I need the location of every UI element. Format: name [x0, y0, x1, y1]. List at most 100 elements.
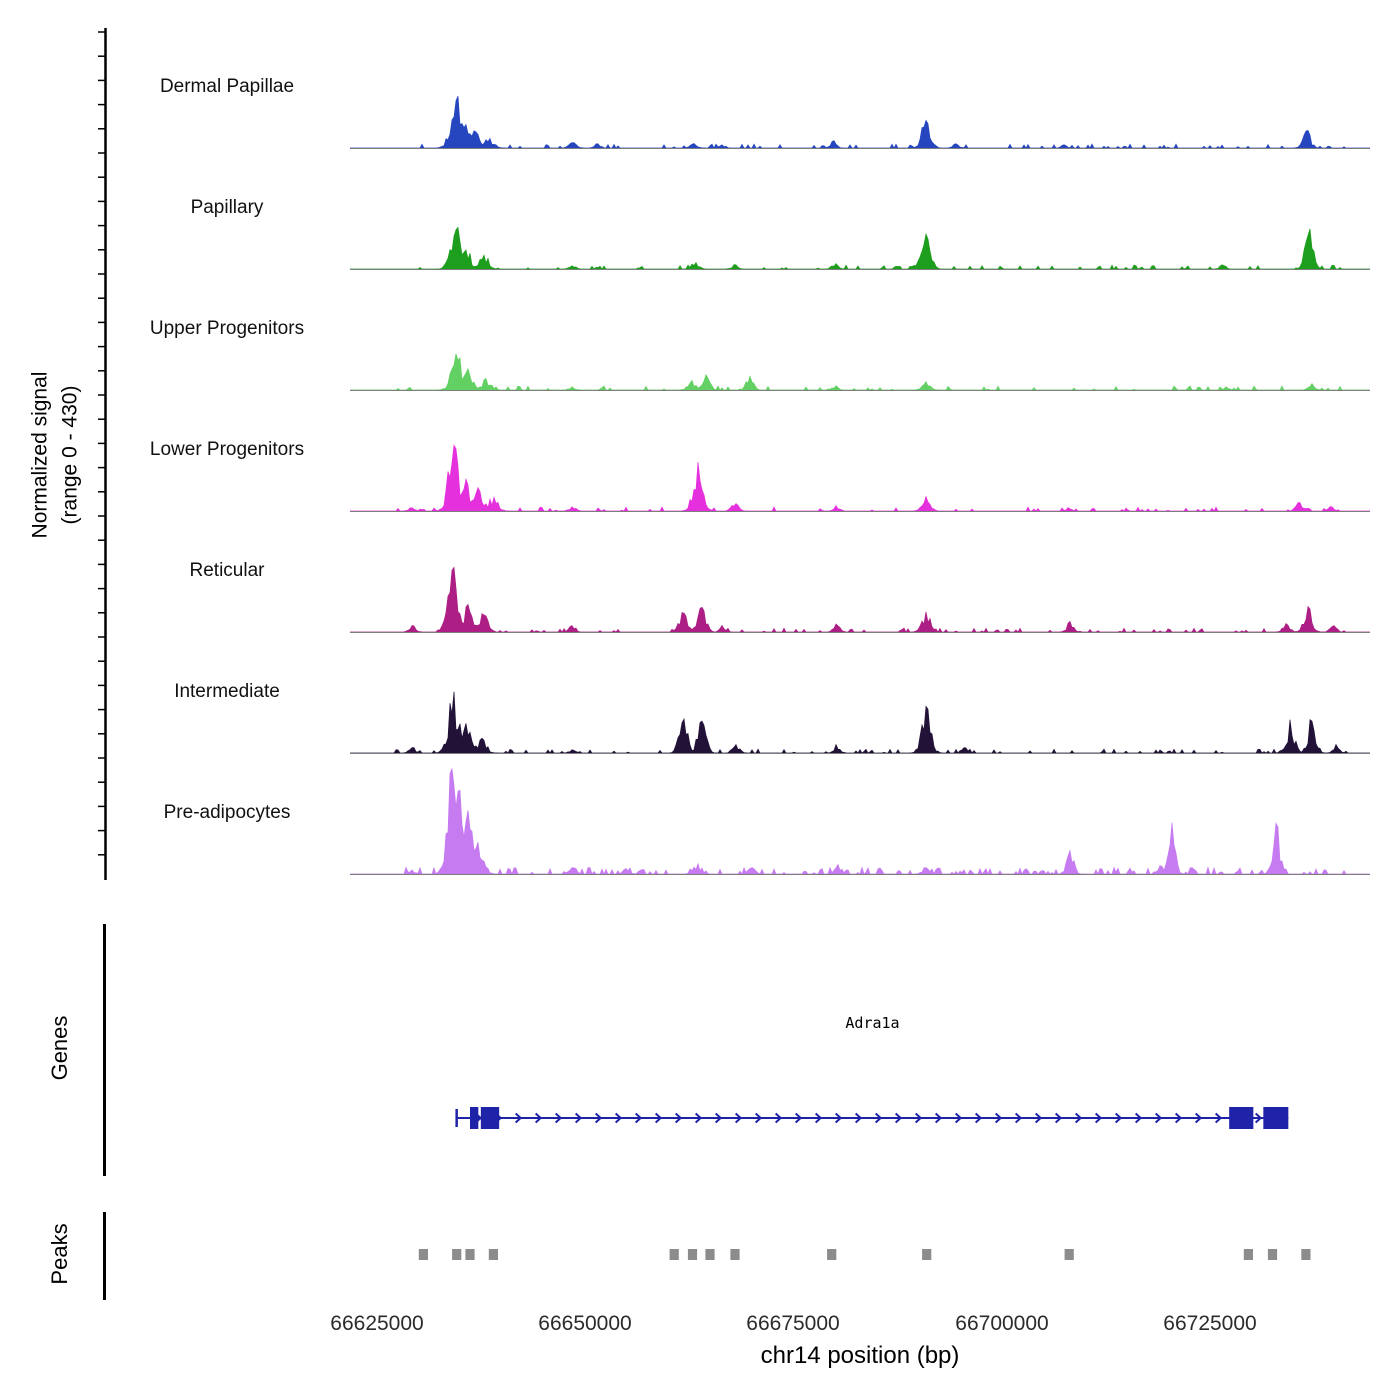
strand-arrow-icon	[754, 1112, 763, 1124]
signal-area	[350, 353, 1370, 391]
x-tick-label: 66725000	[1163, 1312, 1257, 1335]
strand-arrow-icon	[814, 1112, 823, 1124]
strand-arrow-icon	[1194, 1112, 1203, 1124]
peak-interval	[730, 1249, 740, 1260]
track-label: Papillary	[190, 197, 264, 218]
strand-arrow-icon	[534, 1112, 543, 1124]
strand-arrow-icon	[974, 1112, 983, 1124]
track-row-pre-adipocytes: Pre-adipocytes	[0, 756, 1400, 877]
strand-arrow-icon	[1014, 1112, 1023, 1124]
strand-arrow-icon	[914, 1112, 923, 1124]
strand-arrow-icon	[674, 1112, 683, 1124]
strand-arrow-icon	[594, 1112, 603, 1124]
track-row-papillary: Papillary	[0, 151, 1400, 272]
track-row-intermediate: Intermediate	[0, 635, 1400, 756]
track-label: Intermediate	[174, 681, 280, 702]
strand-arrow-icon	[1034, 1112, 1043, 1124]
signal-area	[350, 566, 1370, 633]
strand-arrow-icon	[1214, 1112, 1223, 1124]
peak-interval	[452, 1249, 462, 1260]
gene-model-plot	[350, 1090, 1370, 1146]
strand-arrow-icon	[1134, 1112, 1143, 1124]
signal-area	[350, 444, 1370, 512]
strand-arrow-icon	[1094, 1112, 1103, 1124]
track-signal-plot	[350, 635, 1370, 756]
track-signal-plot	[350, 756, 1370, 877]
peak-intervals-svg	[418, 1249, 1311, 1260]
peak-interval	[465, 1249, 475, 1260]
peaks-section-label: Peaks	[47, 1223, 72, 1285]
track-signal-svg	[350, 444, 1370, 512]
strand-arrow-icon	[554, 1112, 563, 1124]
genes-section-label: Genes	[47, 1015, 72, 1081]
strand-arrow-icon	[574, 1112, 583, 1124]
strand-arrow-icon	[1054, 1112, 1063, 1124]
strand-arrow-icon	[1174, 1112, 1183, 1124]
strand-arrow-icon	[894, 1112, 903, 1124]
peak-interval	[1301, 1249, 1311, 1260]
peak-interval	[1267, 1249, 1278, 1260]
track-signal-svg	[350, 566, 1370, 633]
strand-arrow-icon	[1154, 1112, 1163, 1124]
gene-exon	[1263, 1107, 1289, 1129]
strand-arrow-icon	[994, 1112, 1003, 1124]
peak-interval	[418, 1249, 428, 1260]
peak-interval	[922, 1249, 932, 1260]
strand-arrow-icon	[694, 1112, 703, 1124]
track-label: Reticular	[189, 560, 265, 581]
signal-axis-svg	[98, 28, 107, 880]
gene-model-svg	[455, 1107, 1289, 1129]
track-signal-svg	[350, 226, 1370, 270]
signal-area	[350, 226, 1370, 270]
track-label: Pre-adipocytes	[163, 802, 291, 823]
track-signal-plot	[350, 151, 1370, 272]
track-label: Lower Progenitors	[149, 439, 305, 460]
strand-arrow-icon	[634, 1112, 643, 1124]
strand-arrow-icon	[1254, 1112, 1263, 1124]
peak-interval	[669, 1249, 679, 1260]
track-signal-svg	[350, 353, 1370, 391]
x-tick-label: 66700000	[955, 1312, 1049, 1335]
signal-axis-line	[95, 28, 107, 880]
track-label: Upper Progenitors	[149, 318, 305, 339]
gene-exon	[470, 1107, 479, 1129]
track-row-reticular: Reticular	[0, 514, 1400, 635]
track-signal-plot	[350, 393, 1370, 514]
x-tick-label: 66675000	[746, 1312, 840, 1335]
x-tick-label: 66650000	[538, 1312, 632, 1335]
signal-area	[350, 96, 1370, 149]
strand-arrow-icon	[874, 1112, 883, 1124]
strand-arrow-icon	[834, 1112, 843, 1124]
peak-interval	[827, 1249, 837, 1260]
track-signal-svg	[350, 768, 1370, 876]
strand-arrow-icon	[654, 1112, 663, 1124]
peak-interval	[687, 1249, 698, 1260]
signal-area	[350, 691, 1370, 754]
gene-exon	[1229, 1107, 1254, 1129]
peak-interval	[488, 1249, 498, 1260]
strand-arrow-icon	[734, 1112, 743, 1124]
track-signal-plot	[350, 30, 1370, 151]
strand-arrow-icon	[954, 1112, 963, 1124]
track-signal-svg	[350, 691, 1370, 754]
x-tick-label: 66625000	[330, 1312, 424, 1335]
peak-interval	[1243, 1249, 1253, 1260]
track-row-lower-progenitors: Lower Progenitors	[0, 393, 1400, 514]
track-signal-plot	[350, 514, 1370, 635]
peak-interval	[705, 1249, 715, 1260]
x-axis-title: chr14 position (bp)	[760, 1342, 960, 1369]
track-label: Dermal Papillae	[159, 76, 295, 97]
genes-axis-line	[103, 924, 106, 1176]
peaks-axis-line	[103, 1212, 106, 1300]
peak-intervals-plot	[350, 1240, 1370, 1270]
strand-arrow-icon	[854, 1112, 863, 1124]
track-row-dermal-papillae: Dermal Papillae	[0, 30, 1400, 151]
strand-arrow-icon	[1074, 1112, 1083, 1124]
strand-arrow-icon	[794, 1112, 803, 1124]
strand-arrow-icon	[934, 1112, 943, 1124]
strand-arrow-icon	[1114, 1112, 1123, 1124]
track-row-upper-progenitors: Upper Progenitors	[0, 272, 1400, 393]
gene-exon	[480, 1107, 500, 1129]
strand-arrow-icon	[774, 1112, 783, 1124]
